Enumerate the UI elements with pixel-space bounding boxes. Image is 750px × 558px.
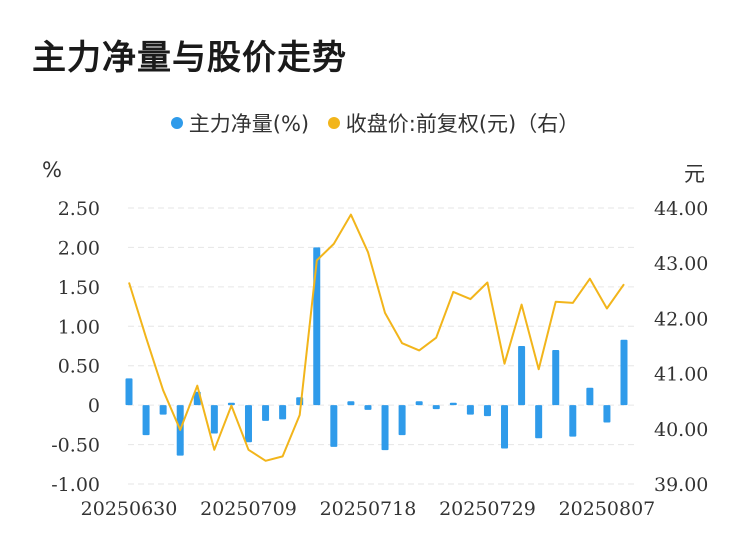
y-right-tick-label: 42.00 <box>654 308 708 330</box>
right-axis-unit: 元 <box>684 162 705 186</box>
net-flow-bar <box>398 405 406 436</box>
net-flow-bar <box>364 405 372 410</box>
legend-label-net-flow: 主力净量(%) <box>188 112 310 136</box>
legend-marker-close-price <box>327 117 340 129</box>
legend-marker-net-flow <box>170 117 183 129</box>
net-flow-bar <box>210 405 218 434</box>
net-flow-bar <box>159 405 167 415</box>
net-flow-bar <box>535 405 543 439</box>
net-flow-bar <box>142 405 150 436</box>
net-flow-bar <box>262 405 270 421</box>
chart-title: 主力净量与股价走势 <box>32 38 347 78</box>
net-flow-bar <box>620 339 628 406</box>
net-flow-bar <box>501 405 509 449</box>
close-price-line <box>128 213 625 462</box>
y-left-tick-label: 2.00 <box>58 237 100 259</box>
net-flow-bar <box>415 401 423 406</box>
x-tick-label: 20250729 <box>439 498 536 520</box>
net-flow-bar <box>449 402 457 406</box>
legend-item-net-flow[interactable]: 主力净量(%) <box>170 108 310 138</box>
net-flow-bar <box>518 346 526 406</box>
net-flow-bar <box>603 405 611 423</box>
x-tick-label: 20250709 <box>200 498 297 520</box>
x-tick-label: 20250718 <box>320 498 417 520</box>
y-right-tick-label: 44.00 <box>654 198 708 220</box>
y-right-tick-label: 40.00 <box>654 419 708 441</box>
net-flow-bar <box>330 405 338 447</box>
y-left-tick-label: 0 <box>88 395 100 417</box>
left-axis-unit: % <box>42 158 62 182</box>
y-left-tick-label: -0.50 <box>51 435 100 457</box>
net-flow-bar <box>432 405 440 410</box>
net-flow-bar <box>227 402 235 406</box>
x-tick-label: 20250807 <box>559 498 656 520</box>
net-flow-bar <box>552 349 560 406</box>
chart-legend: 主力净量(%) 收盘价:前复权(元)（右） <box>0 108 750 138</box>
net-flow-bar <box>313 247 321 406</box>
net-flow-bar <box>279 405 287 420</box>
y-left-tick-label: 0.50 <box>58 356 100 378</box>
net-flow-bar <box>483 405 491 417</box>
net-flow-bar <box>381 405 389 451</box>
net-flow-bar <box>244 405 252 443</box>
y-left-tick-label: 1.00 <box>58 316 100 338</box>
net-flow-bar <box>125 378 133 406</box>
y-left-tick-label: 2.50 <box>58 198 100 220</box>
y-right-tick-label: 39.00 <box>654 474 708 496</box>
x-tick-label: 20250630 <box>81 498 178 520</box>
legend-label-close-price: 收盘价:前复权(元)（右） <box>345 112 580 136</box>
net-flow-bar <box>347 401 355 406</box>
y-left-tick-label: 1.50 <box>58 277 100 299</box>
net-flow-bar <box>466 405 474 415</box>
y-right-tick-label: 41.00 <box>654 364 708 386</box>
net-flow-bar <box>569 405 577 437</box>
y-left-tick-label: -1.00 <box>51 474 100 496</box>
legend-item-close-price[interactable]: 收盘价:前复权(元)（右） <box>327 108 580 138</box>
y-right-tick-label: 43.00 <box>654 253 708 275</box>
net-flow-bar <box>586 387 594 406</box>
